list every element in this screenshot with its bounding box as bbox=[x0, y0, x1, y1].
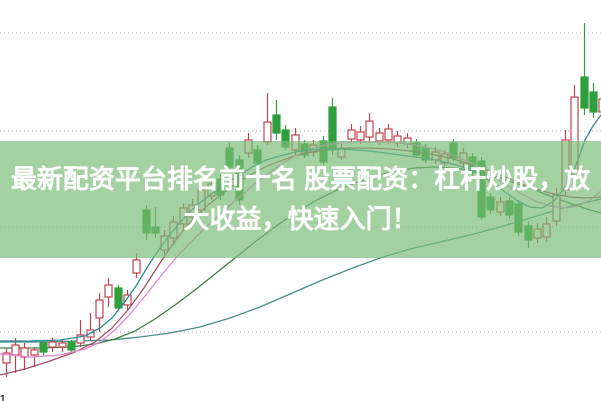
promo-banner: 最新配资平台排名前十名 股票配资：杠杆炒股，放 大收益，快速入门！ bbox=[0, 141, 601, 258]
corner-partial-glyph: 1 bbox=[0, 394, 6, 401]
promo-text-line1: 最新配资平台排名前十名 股票配资：杠杆炒股，放 bbox=[10, 164, 591, 194]
promo-text-line2: 大收益，快速入门！ bbox=[183, 204, 418, 234]
